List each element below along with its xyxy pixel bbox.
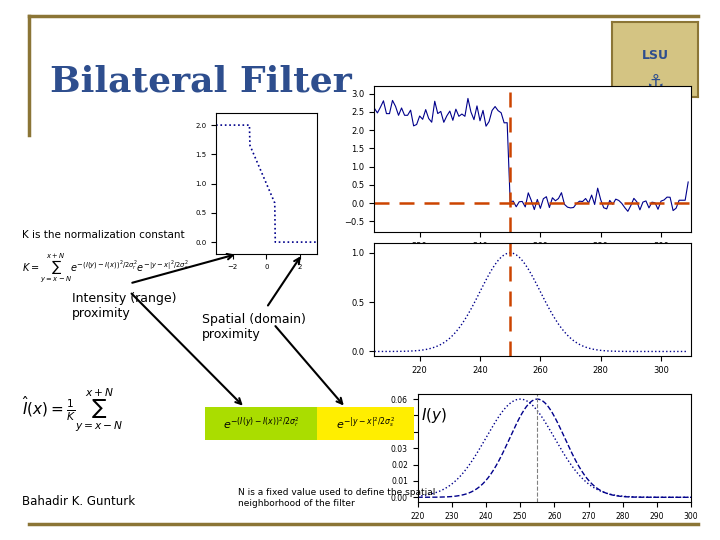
Text: LSU: LSU — [642, 49, 669, 62]
Text: Spatial (domain)
proximity: Spatial (domain) proximity — [202, 313, 305, 341]
Text: Intensity (range)
proximity: Intensity (range) proximity — [72, 292, 176, 320]
Text: ⚓: ⚓ — [647, 72, 664, 92]
Text: N is a fixed value used to define the spatial
neighborhood of the filter: N is a fixed value used to define the sp… — [238, 488, 435, 508]
Text: $K = \sum_{y=x-N}^{x+N} e^{-(I(y)-I(x))^2/2\sigma_r^2} e^{-|y-x|^2/2\sigma_s^2}$: $K = \sum_{y=x-N}^{x+N} e^{-(I(y)-I(x))^… — [22, 251, 189, 285]
Text: $e^{-|y-x|^2/2\sigma_s^2}$: $e^{-|y-x|^2/2\sigma_s^2}$ — [336, 416, 395, 431]
Text: $\hat{I}(x) = \frac{1}{K}\sum_{y=x-N}^{x+N}$: $\hat{I}(x) = \frac{1}{K}\sum_{y=x-N}^{x… — [22, 386, 123, 434]
Text: Bilateral Filter: Bilateral Filter — [50, 65, 352, 99]
Text: $I(y)$: $I(y)$ — [421, 406, 447, 425]
Text: Bahadir K. Gunturk: Bahadir K. Gunturk — [22, 495, 135, 508]
Text: $e^{-(I(y)-I(x))^2/2\sigma_r^2}$: $e^{-(I(y)-I(x))^2/2\sigma_r^2}$ — [222, 416, 300, 431]
Text: K is the normalization constant: K is the normalization constant — [22, 230, 184, 240]
